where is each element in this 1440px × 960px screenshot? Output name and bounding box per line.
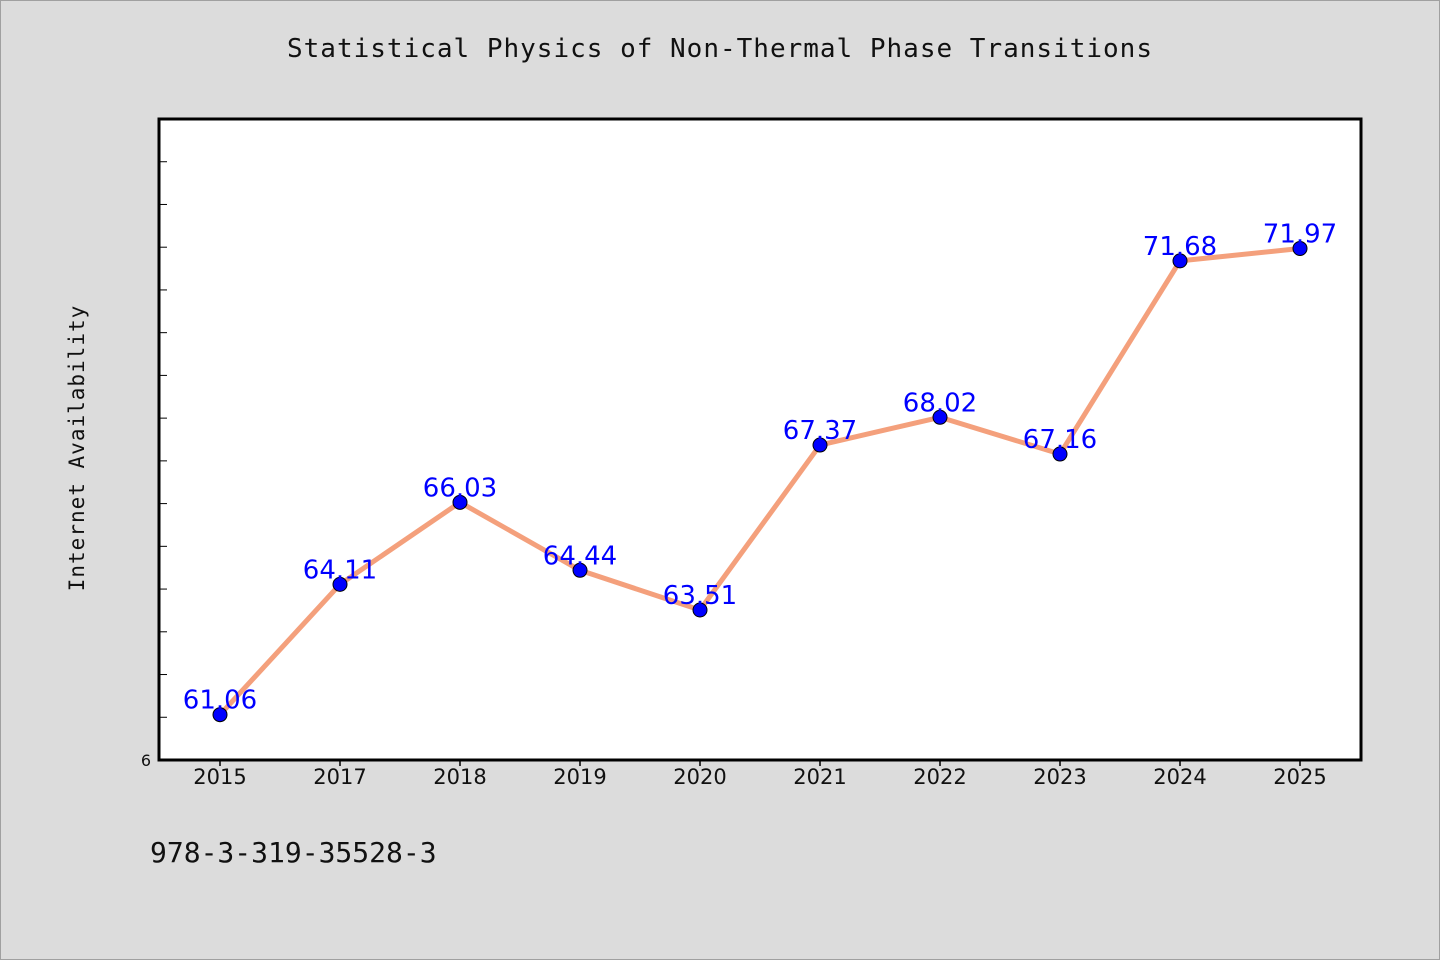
data-point (212, 707, 228, 723)
data-label: 67.16 (1023, 425, 1097, 455)
data-label: 66.03 (423, 473, 497, 503)
x-tick-label: 2017 (313, 765, 366, 789)
data-point (932, 409, 948, 425)
x-tick-label: 2015 (193, 765, 246, 789)
data-label: 71.97 (1263, 219, 1337, 249)
x-tick-label: 2020 (673, 765, 726, 789)
chart-title: Statistical Physics of Non-Thermal Phase… (287, 34, 1153, 64)
x-tick-label: 2023 (1033, 765, 1086, 789)
data-label: 61.06 (183, 686, 257, 716)
x-tick-label: 2025 (1273, 765, 1326, 789)
y-min-tick-label: 6 (141, 751, 151, 770)
data-labels: 61.06 64.11 66.03 64.44 63.51 67.37 68.02 67.16… (183, 219, 1337, 715)
data-markers (212, 240, 1308, 723)
data-point (812, 437, 828, 453)
data-point (332, 576, 348, 592)
x-tick-label: 2018 (433, 765, 486, 789)
data-label: 71.68 (1143, 232, 1217, 262)
y-axis-ticks (159, 161, 167, 718)
series-line (217, 245, 1303, 718)
plot-area (157, 117, 1363, 762)
x-axis-ticks: 2015 2017 2018 2019 2020 2021 2022 2023 2024 2025 (193, 760, 1327, 789)
data-point (572, 562, 588, 578)
data-label: 63.51 (663, 581, 737, 611)
data-label: 68.02 (903, 388, 977, 418)
x-tick-label: 2021 (793, 765, 846, 789)
data-point (1292, 240, 1308, 256)
x-tick-label: 2022 (913, 765, 966, 789)
data-label: 67.37 (783, 416, 857, 446)
data-label: 64.44 (543, 541, 617, 571)
data-label: 64.11 (303, 555, 377, 585)
data-point (1052, 446, 1068, 462)
x-tick-label: 2019 (553, 765, 606, 789)
isbn-caption: 978-3-319-35528-3 (150, 836, 437, 869)
x-tick-label: 2024 (1153, 765, 1206, 789)
data-point (452, 494, 468, 510)
data-point (692, 602, 708, 618)
data-point (1172, 253, 1188, 269)
y-axis-label: Internet Availability (65, 305, 89, 592)
